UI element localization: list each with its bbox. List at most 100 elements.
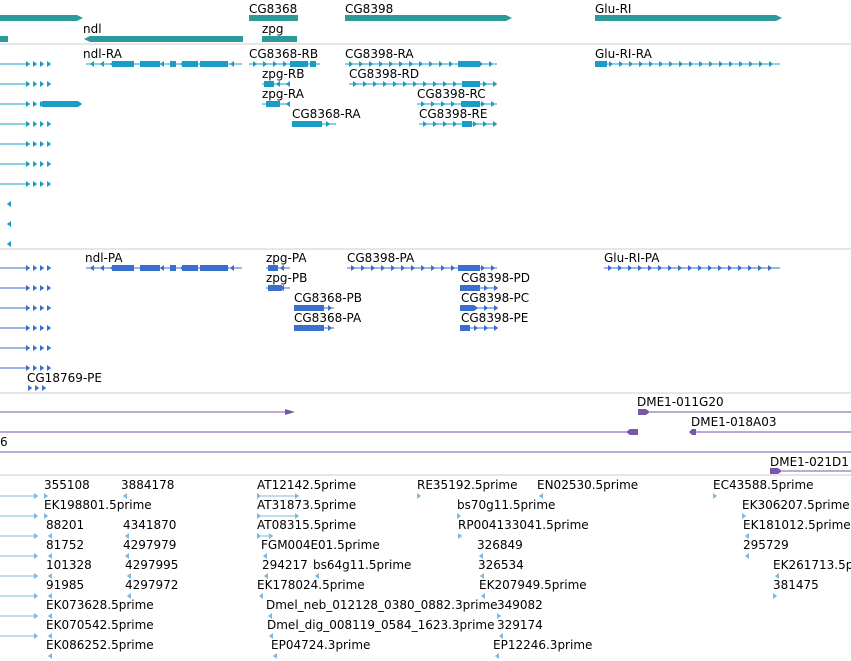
est-feature (47, 533, 52, 539)
est-feature (126, 573, 131, 579)
transcript-stub (0, 121, 52, 127)
gene-CG8368 (249, 15, 298, 21)
est-label: 4297979 (123, 538, 176, 552)
est-label: RE35192.5prime (417, 478, 518, 492)
est-feature (497, 613, 502, 619)
gene-label: ndl (83, 22, 102, 36)
protein-zpg-PB (266, 285, 290, 291)
transcript-label: zpg-RB (262, 67, 304, 81)
est-label: 3884178 (121, 478, 174, 492)
protein-CG18769-PE (28, 385, 47, 391)
est-feature (267, 613, 272, 619)
protein-label: CG8398-PD (461, 271, 530, 285)
transcript-stub (0, 101, 83, 107)
est-feature (494, 653, 499, 659)
clone-line-2 (0, 429, 638, 435)
est-feature (47, 573, 52, 579)
est-label: Dmel_dig_008119_0584_1623.3prime (267, 618, 495, 632)
est-feature (126, 593, 131, 599)
est-label: 294217 (262, 558, 308, 572)
est-stub (0, 533, 39, 539)
protein-CG8398-PD (460, 285, 499, 291)
est-feature (257, 533, 274, 539)
clone-DME1-018A03 (689, 429, 851, 435)
protein-stub (0, 285, 52, 291)
transcript-stub (6, 201, 11, 207)
est-feature (47, 593, 52, 599)
est-label: 349082 (497, 598, 543, 612)
est-feature (774, 573, 779, 579)
est-label: EK261713.5p (773, 558, 851, 572)
est-stub (0, 633, 39, 639)
est-feature (457, 513, 462, 519)
est-feature (124, 533, 129, 539)
clone-DME1-021D1 (770, 468, 851, 474)
transcript-label: zpg-RA (262, 87, 305, 101)
est-label: 295729 (743, 538, 789, 552)
protein-label: Glu-RI-PA (604, 251, 660, 265)
protein-CG8398-PE (460, 325, 499, 331)
est-label: 329174 (497, 618, 543, 632)
gene-left-partial (0, 15, 83, 21)
est-label: EP12246.3prime (493, 638, 592, 652)
est-stub (0, 593, 39, 599)
est-feature (744, 533, 749, 539)
protein-stub (0, 345, 52, 351)
est-feature (122, 493, 127, 499)
est-feature (47, 633, 52, 639)
est-feature (257, 493, 300, 499)
est-feature (417, 493, 422, 499)
est-label: EK178024.5prime (257, 578, 365, 592)
est-stub (0, 613, 39, 619)
est-label: 91985 (46, 578, 84, 592)
est-label: AT31873.5prime (257, 498, 356, 512)
est-label: EK073628.5prime (46, 598, 154, 612)
est-feature (314, 573, 319, 579)
clone-label: DME1-018A03 (691, 415, 777, 429)
transcript-stub (0, 81, 52, 87)
est-label: 88201 (46, 518, 84, 532)
est-label: EC43588.5prime (713, 478, 814, 492)
transcript-stub (6, 241, 11, 247)
clone-label: DME1-011G20 (637, 395, 724, 409)
est-label: 381475 (773, 578, 819, 592)
transcript-label: CG8368-RB (249, 47, 318, 61)
clone-label: DME1-021D1 (770, 455, 849, 469)
est-label: 4341870 (123, 518, 176, 532)
transcript-stub (0, 181, 52, 187)
protein-label: CG8368-PA (294, 311, 362, 325)
est-feature (744, 553, 749, 559)
transcript-CG8368-RB (249, 61, 320, 67)
protein-CG8398-PA (347, 265, 497, 271)
est-label: EK198801.5prime (44, 498, 152, 512)
est-feature (272, 653, 277, 659)
clone-DME1-011G20 (638, 409, 851, 415)
protein-label: zpg-PB (266, 271, 307, 285)
est-label: 355108 (44, 478, 90, 492)
est-label: AT08315.5prime (257, 518, 356, 532)
gene-label: zpg (262, 22, 284, 36)
est-label: Dmel_neb_012128_0380_0882.3prime (266, 598, 498, 612)
clone-label: 6 (0, 435, 8, 449)
transcript-CG8398-RE (419, 121, 498, 127)
gene-CG8398 (345, 15, 512, 21)
transcript-label: CG8398-RC (417, 87, 486, 101)
est-feature (47, 613, 52, 619)
protein-label: CG18769-PE (27, 371, 102, 385)
gene-Glu-RI (595, 15, 782, 21)
est-label: 326534 (478, 558, 524, 572)
est-label: RP004133041.5prime (458, 518, 589, 532)
est-feature (742, 513, 747, 519)
gene-track: CG8368 CG8398 Glu-RI ndl zpg (83, 2, 631, 36)
transcript-label: CG8398-RD (349, 67, 419, 81)
transcript-CG8398-RA (345, 61, 497, 67)
est-stub (0, 493, 39, 499)
est-feature (44, 493, 49, 499)
gene-label: CG8398 (345, 2, 393, 16)
est-track: 355108 3884178 AT12142.5prime RE35192.5prim… (0, 478, 851, 659)
protein-ndl-PA (86, 265, 242, 271)
est-label: 4297972 (125, 578, 178, 592)
protein-CG8368-PA (294, 325, 334, 331)
est-feature (258, 593, 263, 599)
est-feature (478, 553, 483, 559)
